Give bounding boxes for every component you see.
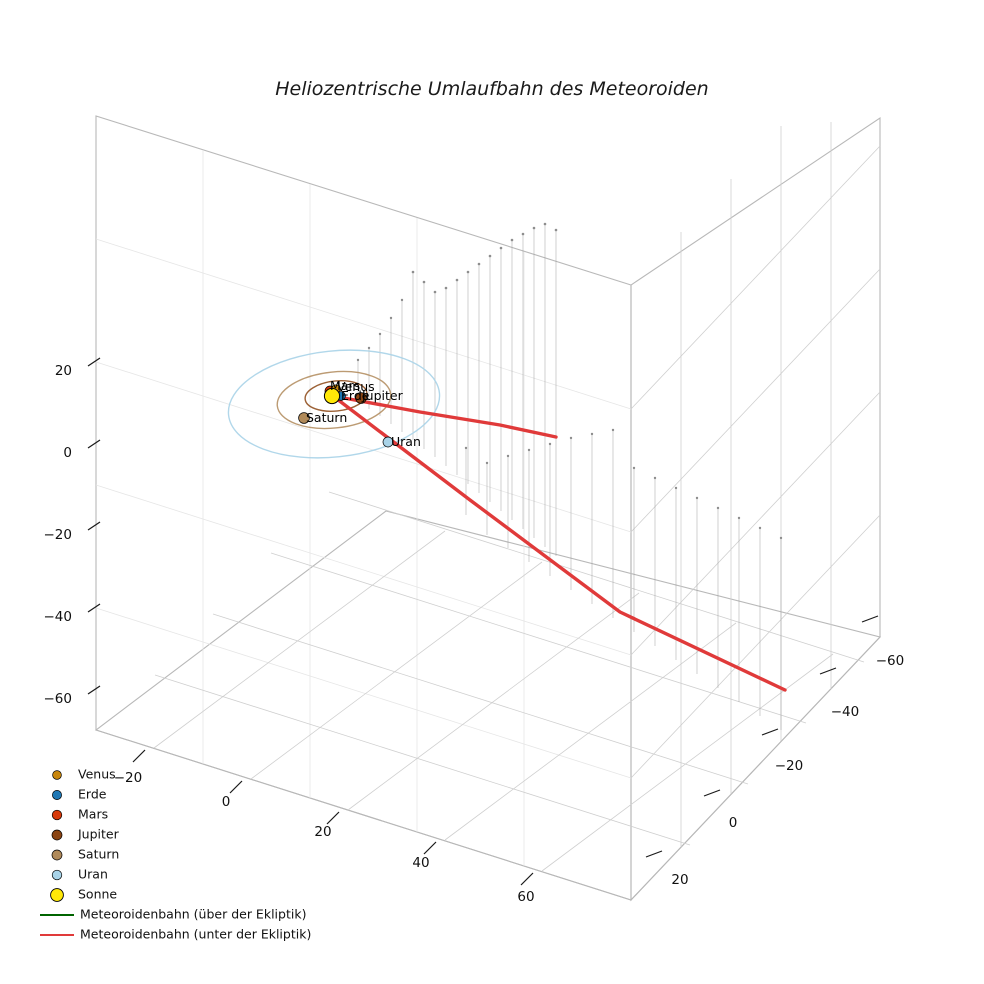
body-labels: Mars Venus Erde Jupiter Saturn Uran (306, 378, 421, 449)
celestial-bodies (298, 384, 394, 448)
legend-marker-erde (52, 790, 62, 800)
orbit-uranus (227, 349, 441, 459)
legend-label-jupiter: Jupiter (77, 827, 120, 842)
x-tick--20 (132, 749, 146, 763)
page-title: Heliozentrische Umlaufbahn des Meteoroid… (275, 78, 708, 100)
body-marker-sonne (323, 387, 341, 405)
legend: Venus Erde Mars Jupiter Saturn Uran (40, 767, 311, 942)
legend-label-mars: Mars (78, 807, 108, 822)
trajectory-branch-steep (331, 394, 787, 692)
z-tick--40 (87, 603, 101, 613)
body-label-uran: Uran (391, 434, 421, 449)
z-tick-label-2: −20 (44, 527, 73, 543)
y-tick-label-0: 20 (671, 872, 688, 888)
orbit-jupiter (304, 380, 368, 412)
grid-floor (153, 491, 865, 872)
legend-marker-sonne (50, 888, 64, 902)
y-axis-ticks (645, 615, 879, 858)
x-axis-ticks (132, 749, 534, 886)
x-tick-label-1: 0 (222, 794, 231, 810)
legend-marker-venus (52, 770, 62, 780)
z-tick-label-0: 20 (55, 363, 72, 379)
y-tick-labels: 20 0 −20 −40 −60 (671, 653, 904, 888)
legend-item-bahn-unter[interactable]: Meteoroidenbahn (unter der Ekliptik) (40, 927, 311, 942)
body-marker-saturn (298, 412, 310, 424)
legend-label-sonne: Sonne (78, 887, 117, 902)
z-axis-ticks (87, 357, 101, 695)
x-tick-60 (520, 872, 534, 886)
z-tick-label-1: 0 (63, 445, 72, 461)
meteoroid-trajectory (331, 394, 787, 692)
axes3d-panes (94, 115, 882, 902)
y-tick--60 (861, 615, 879, 623)
z-tick--60 (87, 685, 101, 695)
legend-label-erde: Erde (78, 787, 107, 802)
legend-label-saturn: Saturn (78, 847, 119, 862)
y-tick-label-3: −40 (831, 704, 860, 720)
y-tick-20 (645, 850, 663, 858)
y-tick--40 (819, 667, 837, 675)
body-label-jupiter: Jupiter (361, 388, 404, 403)
pane-floor-outline (94, 510, 882, 901)
y-tick-label-1: 0 (729, 815, 738, 831)
x-tick-label-4: 60 (517, 889, 534, 905)
grid-right-wall (630, 122, 881, 847)
legend-item-venus[interactable]: Venus (52, 767, 116, 782)
legend-item-erde[interactable]: Erde (52, 787, 107, 802)
x-tick-label-2: 20 (314, 824, 331, 840)
projection-stems (356, 222, 783, 730)
z-tick-labels: 20 0 −20 −40 −60 (44, 363, 73, 707)
legend-marker-jupiter (51, 829, 63, 841)
legend-marker-uran (51, 869, 63, 881)
z-tick-label-4: −60 (44, 691, 73, 707)
legend-label-uran: Uran (78, 867, 108, 882)
z-tick-20 (87, 357, 101, 367)
legend-label-bahn-unter: Meteoroidenbahn (unter der Ekliptik) (80, 927, 311, 942)
body-label-erde: Erde (341, 388, 370, 403)
body-marker-jupiter (355, 392, 367, 404)
legend-item-saturn[interactable]: Saturn (51, 847, 119, 862)
x-tick-labels: −20 0 20 40 60 (114, 770, 535, 905)
legend-item-mars[interactable]: Mars (51, 807, 108, 822)
legend-item-jupiter[interactable]: Jupiter (51, 827, 120, 842)
pane-left-outline (95, 115, 632, 901)
legend-item-bahn-ueber[interactable]: Meteoroidenbahn (über der Ekliptik) (40, 907, 306, 922)
x-tick-40 (423, 841, 437, 855)
planet-orbits (227, 349, 441, 459)
trajectory-branch-shallow (331, 394, 558, 439)
grid-left-wall (95, 150, 632, 866)
z-tick-0 (87, 439, 101, 449)
x-tick-label-0: −20 (114, 770, 143, 786)
x-tick-0 (229, 780, 243, 794)
z-tick-label-3: −40 (44, 609, 73, 625)
stem-group-upper (411, 222, 558, 556)
body-label-saturn: Saturn (306, 410, 347, 425)
legend-label-bahn-ueber: Meteoroidenbahn (über der Ekliptik) (80, 907, 306, 922)
legend-item-uran[interactable]: Uran (51, 867, 108, 882)
y-tick-label-4: −60 (876, 653, 905, 669)
body-marker-uran (382, 436, 394, 448)
z-tick--20 (87, 521, 101, 531)
body-label-mars: Mars (330, 378, 360, 393)
y-tick-0 (703, 789, 721, 797)
legend-marker-mars (51, 809, 63, 821)
legend-marker-saturn (51, 849, 63, 861)
legend-item-sonne[interactable]: Sonne (50, 887, 118, 902)
x-tick-20 (326, 811, 340, 825)
body-label-venus: Venus (337, 379, 375, 394)
x-tick-label-3: 40 (412, 855, 429, 871)
y-tick-label-2: −20 (775, 758, 804, 774)
y-tick--20 (761, 728, 779, 736)
stem-group-lower (356, 298, 783, 730)
orbit-saturn (276, 370, 392, 430)
pane-right-outline (630, 116, 881, 902)
legend-label-venus: Venus (78, 767, 116, 782)
